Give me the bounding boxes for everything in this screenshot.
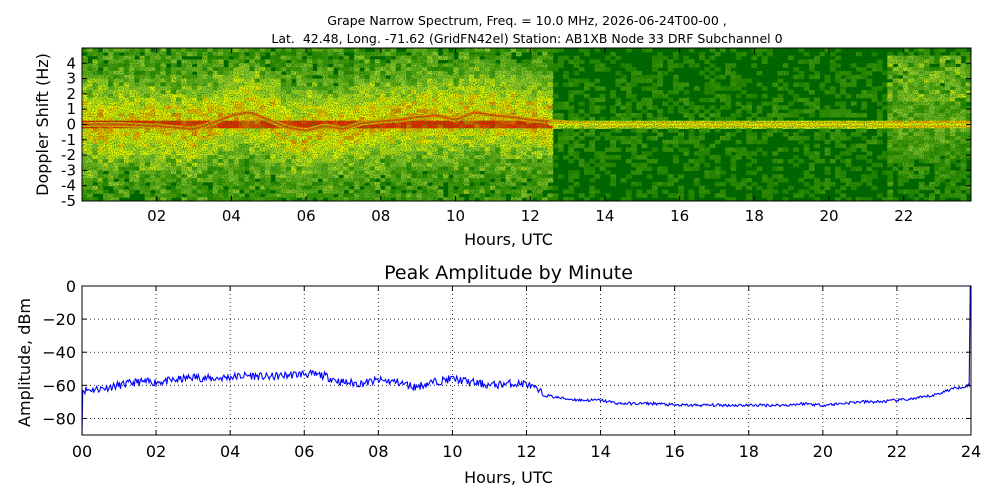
spectrum-title-line-1: Grape Narrow Spectrum, Freq. = 10.0 MHz,…	[327, 13, 727, 28]
spectrum-title: Grape Narrow Spectrum, Freq. = 10.0 MHz,…	[0, 12, 1000, 48]
spectrum-title-line-2: Lat. 42.48, Long. -71.62 (GridFN42el) St…	[271, 31, 783, 46]
